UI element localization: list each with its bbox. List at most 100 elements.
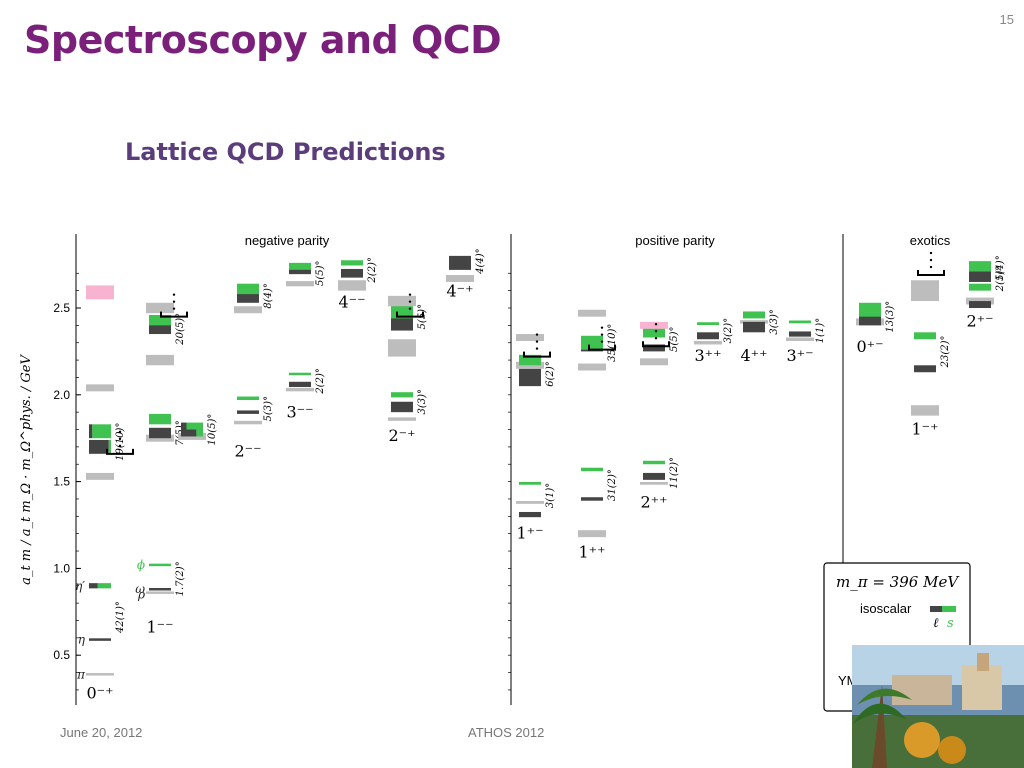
isoscalar-light-level <box>581 497 603 501</box>
mixing-angle-label: 1(1)° <box>815 318 826 344</box>
legend-isoscalar-strange-swatch <box>942 606 956 612</box>
legend-pion-mass: m_π = 396 MeV <box>836 573 960 591</box>
jpc-label: 3⁺⁺ <box>694 346 721 365</box>
isoscalar-strange-level <box>914 332 936 340</box>
isoscalar-strange-level <box>186 422 203 430</box>
isovector-level <box>578 363 606 371</box>
isoscalar-strange-level <box>743 311 765 319</box>
isoscalar-strange-level <box>341 260 363 266</box>
slide-subtitle: Lattice QCD Predictions <box>125 138 446 166</box>
section-title: positive parity <box>635 233 715 248</box>
isovector-level <box>516 334 544 341</box>
isoscalar-strange-level <box>581 335 603 350</box>
isoscalar-strange-level <box>581 467 603 472</box>
state-name-label: ρ <box>137 587 145 601</box>
landscape-photo <box>852 645 1024 768</box>
mixing-angle-label: 42(1)° <box>115 601 126 634</box>
isovector-level <box>388 417 416 421</box>
legend-light-symbol: ℓ <box>933 616 939 631</box>
isoscalar-light-level <box>237 410 259 414</box>
state-name-label: ω <box>135 582 145 596</box>
isovector-level <box>694 340 722 345</box>
isovector-level <box>234 306 262 314</box>
isovector-level <box>446 275 474 282</box>
jpc-label: 1⁻⁻ <box>146 618 173 637</box>
jpc-label: 2⁺⁺ <box>640 492 667 511</box>
slide-number: 15 <box>999 12 1014 27</box>
mixing-angle-label: 1.7(2)° <box>175 561 186 596</box>
legend-strange-symbol: s <box>947 616 954 631</box>
isovector-level <box>146 354 174 366</box>
isoscalar-strange-level <box>391 392 413 398</box>
mixing-angle-label: 6(2)° <box>545 361 556 387</box>
bracket-dot <box>654 329 658 333</box>
isoscalar-strange-level <box>969 261 991 272</box>
isovector-level <box>234 420 262 425</box>
mixing-angle-label: 13(3)° <box>885 301 896 333</box>
isoscalar-light-level <box>289 381 311 387</box>
bracket-dot <box>600 333 604 336</box>
isoscalar-strange-level <box>789 320 811 324</box>
isovector-level <box>86 472 114 480</box>
isoscalar-strange-level <box>149 413 171 425</box>
bracket-dot <box>535 340 539 343</box>
isoscalar-light-level <box>914 365 936 373</box>
legend-isoscalar-label: isoscalar <box>860 601 912 616</box>
isoscalar-light-level <box>181 426 197 437</box>
mixing-angle-label: 4(4)° <box>475 248 486 275</box>
isovector-level <box>578 530 606 538</box>
y-tick-label: 1.0 <box>53 561 70 575</box>
isoscalar-light-level <box>149 323 171 335</box>
glueball-level <box>86 285 114 300</box>
section-title: exotics <box>910 233 951 248</box>
isovector-level <box>286 387 314 392</box>
mixing-angle-label: 3(3)° <box>417 389 428 415</box>
section-title: negative parity <box>245 233 330 248</box>
isovector-level <box>388 339 416 357</box>
footer-event: ATHOS 2012 <box>468 725 545 740</box>
isoscalar-light-level <box>449 255 471 270</box>
slide-title: Spectroscopy and QCD <box>24 18 502 62</box>
isovector-level <box>388 295 416 307</box>
isoscalar-light-level <box>697 332 719 340</box>
jpc-label: 3⁺⁻ <box>786 346 813 365</box>
isoscalar-strange-level <box>108 439 111 454</box>
isoscalar-light-level <box>89 424 93 439</box>
bracket-dot <box>408 300 412 303</box>
bracket-dot <box>172 293 176 296</box>
mixing-angle-label: 2(1)° <box>995 266 1006 293</box>
glueball-level <box>640 321 668 329</box>
state-name-label: η′ <box>75 579 85 593</box>
bracket-dot <box>172 300 176 303</box>
bracket-dot <box>118 430 122 434</box>
bracket-dot <box>929 251 933 255</box>
isovector-level <box>640 358 668 366</box>
mixing-angle-label: 8(4)° <box>263 283 274 309</box>
isoscalar-light-level <box>89 583 98 589</box>
bracket-dot <box>172 307 176 310</box>
mixing-angle-label: 35(10)° <box>607 324 618 362</box>
bracket-dot <box>118 437 122 441</box>
isoscalar-strange-level <box>519 354 541 366</box>
mixing-angle-label: 5(5)° <box>315 261 326 287</box>
jpc-label: 4⁻⁻ <box>338 292 365 311</box>
mixing-angle-label: 23(2)° <box>940 335 951 368</box>
isovector-level <box>911 280 939 302</box>
isoscalar-light-level <box>789 331 811 337</box>
isovector-level <box>338 280 366 291</box>
mixing-angle-label: 3(3)° <box>769 309 780 335</box>
isoscalar-light-level <box>181 422 187 430</box>
isovector-level <box>86 673 114 676</box>
mixing-angle-label: 5(4)° <box>995 255 1006 281</box>
isoscalar-strange-level <box>289 372 311 376</box>
y-tick-label: 2.5 <box>53 301 70 315</box>
isoscalar-strange-level <box>237 396 259 401</box>
isoscalar-light-level <box>341 268 363 278</box>
jpc-label: 4⁺⁺ <box>740 346 767 365</box>
isovector-level <box>146 302 174 314</box>
isoscalar-strange-level <box>149 314 171 326</box>
y-axis-label: a_t m / a_t m_Ω · m_Ω^phys. / GeV <box>19 354 34 585</box>
jpc-label: 2⁺⁻ <box>966 312 993 331</box>
y-tick-label: 0.5 <box>53 648 70 662</box>
isoscalar-light-level <box>519 511 541 518</box>
